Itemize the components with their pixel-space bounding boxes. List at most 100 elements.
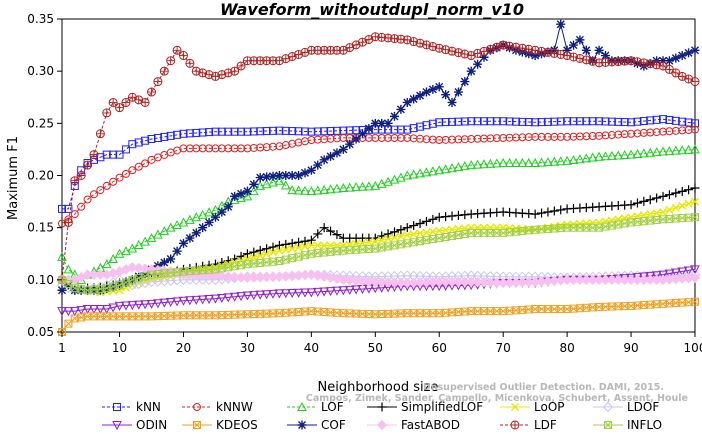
point-lof — [280, 180, 291, 190]
point-inflo — [237, 261, 246, 270]
point-cof — [530, 51, 540, 61]
point-lof — [185, 214, 195, 224]
point-fastabod — [344, 275, 355, 286]
point-knnw — [58, 219, 66, 228]
point-simplifiedlof — [300, 236, 310, 246]
point-cof — [562, 45, 572, 55]
legend-marker-kdeos-cross — [193, 421, 201, 429]
point-kdeos-cross — [390, 309, 399, 318]
point-knn — [665, 115, 674, 124]
point-inflo — [275, 257, 284, 266]
point-knn — [499, 117, 508, 126]
point-ldf-cross — [173, 46, 182, 55]
point-kdeos — [428, 309, 437, 318]
point-knn — [448, 117, 457, 126]
point-knn — [428, 119, 437, 128]
point-knnw — [499, 133, 508, 142]
point-knnw — [569, 132, 578, 141]
point-cof — [402, 97, 412, 107]
point-kdeos — [582, 303, 591, 312]
point-knn — [627, 118, 636, 127]
point-lof — [549, 156, 560, 166]
point-kdeos-cross — [429, 309, 437, 318]
point-inflo — [492, 228, 501, 237]
point-inflo — [435, 234, 444, 243]
point-odin — [133, 300, 144, 310]
series-line-knnw — [61, 129, 696, 224]
point-knn — [185, 129, 194, 138]
point-odin — [261, 290, 272, 300]
point-kdeos — [70, 314, 79, 323]
point-kdeos — [473, 307, 482, 316]
point-lof — [114, 248, 125, 258]
point-inflo — [441, 233, 450, 242]
point-inflo — [409, 238, 418, 247]
point-odin — [63, 307, 74, 317]
legend-item-knnw: kNNW — [182, 400, 253, 414]
point-lof — [236, 193, 246, 203]
point-simplifiedlof — [632, 198, 642, 208]
legend-label-ldof: LDOF — [627, 400, 659, 414]
point-knnw — [403, 133, 412, 142]
point-kdeos-cross — [550, 305, 559, 313]
point-inflo — [160, 269, 169, 278]
point-ldf-cross — [665, 65, 674, 74]
point-knn — [237, 127, 246, 136]
point-knnw — [448, 135, 457, 144]
point-knnw — [422, 135, 431, 144]
point-cof — [287, 171, 297, 180]
point-kdeos — [83, 312, 92, 321]
point-simplifiedlof — [319, 223, 329, 233]
point-simplifiedlof — [396, 225, 406, 235]
point-kdeos-cross — [416, 309, 424, 318]
point-inflo — [646, 216, 655, 225]
point-lof — [562, 155, 572, 165]
point-cof — [409, 94, 419, 104]
point-inflo-cross — [403, 239, 412, 248]
point-lof — [376, 178, 387, 188]
point-kdeos-cross — [83, 312, 92, 321]
point-inflo-cross — [365, 245, 373, 253]
point-ldf-cross — [339, 46, 348, 55]
point-odin — [300, 288, 310, 298]
point-inflo-cross — [249, 259, 258, 268]
point-knnw — [198, 144, 207, 153]
point-simplifiedlof — [652, 193, 662, 203]
point-kdeos — [217, 311, 226, 320]
point-cof — [249, 179, 259, 189]
point-simplifiedlof — [530, 209, 540, 219]
point-kdeos — [531, 305, 540, 314]
point-cof — [460, 77, 470, 87]
point-odin — [651, 271, 662, 281]
point-inflo-cross — [691, 213, 699, 222]
point-ldf-cross — [153, 77, 162, 86]
point-inflo — [102, 284, 111, 293]
point-kdeos — [684, 298, 693, 307]
point-inflo — [173, 268, 182, 277]
point-knnw — [205, 144, 214, 153]
legend-item-fastabod: FastABOD — [367, 418, 460, 432]
point-lof — [357, 181, 368, 191]
point-inflo — [639, 217, 648, 226]
point-lof — [396, 172, 406, 182]
x-tick-label: 20 — [176, 341, 191, 355]
point-inflo — [128, 275, 137, 284]
point-kdeos-cross — [134, 312, 143, 321]
point-kdeos — [77, 313, 86, 322]
point-simplifiedlof — [332, 230, 342, 240]
point-lof — [197, 209, 208, 219]
point-knnw — [121, 169, 130, 178]
point-kdeos-cross — [518, 306, 527, 314]
point-inflo — [678, 214, 687, 223]
point-ldf-cross — [185, 59, 194, 68]
x-tick-label: 10 — [112, 341, 127, 355]
point-inflo-cross — [192, 266, 201, 275]
point-knn — [467, 117, 476, 126]
point-lof — [338, 182, 349, 193]
point-cof — [600, 51, 610, 61]
point-knn — [345, 126, 354, 135]
point-odin — [236, 292, 246, 302]
point-kdeos — [441, 308, 450, 317]
legend-marker-odin — [112, 421, 122, 431]
point-kdeos — [320, 307, 329, 316]
